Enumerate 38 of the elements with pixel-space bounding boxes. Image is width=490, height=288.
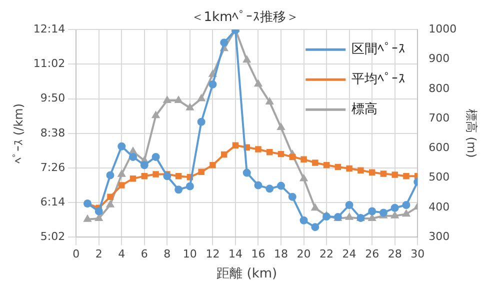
y2-tick-label: 600 [428, 141, 450, 154]
x-tick-label: 16 [251, 248, 266, 261]
x-tick-label: 26 [365, 248, 380, 261]
x-tick-label: 24 [342, 248, 356, 261]
y2-tick-label: 300 [428, 230, 450, 244]
x-tick-label: 8 [164, 248, 171, 261]
x-tick-label: 4 [118, 248, 126, 261]
x-tick-label: 0 [72, 248, 80, 261]
x-tick-label: 18 [274, 248, 288, 261]
x-tick-label: 10 [182, 248, 197, 261]
legend-label: 区間ﾍﾟｰｽ [352, 42, 406, 57]
x-tick-label: 20 [296, 248, 311, 261]
y-tick-label: 11:02 [33, 57, 66, 70]
chart-title: ＜1kmﾍﾟｰｽ推移＞ [190, 10, 300, 26]
y-tick-label: 7:26 [40, 160, 66, 174]
y2-tick-label: 900 [428, 52, 450, 66]
x-tick-label: 30 [410, 248, 425, 261]
x-axis-title: 距離 (km) [216, 266, 278, 282]
y2-tick-label: 400 [428, 200, 450, 214]
x-tick-label: 14 [228, 248, 242, 261]
x-tick-label: 6 [140, 248, 148, 261]
y2-axis-title: 標高 (m) [464, 108, 479, 158]
y-tick-label: 12:14 [33, 22, 66, 36]
x-tick-label: 28 [388, 248, 402, 261]
y2-tick-label: 1000 [428, 22, 457, 36]
y2-tick-label: 800 [428, 82, 450, 95]
x-tick-label: 2 [95, 248, 102, 261]
y-axis-title: ﾍﾟｰｽ (/km) [11, 103, 26, 164]
y2-tick-label: 500 [428, 170, 450, 184]
x-tick-label: 12 [206, 248, 220, 261]
y-tick-label: 8:38 [40, 126, 66, 140]
y-tick-label: 9:50 [40, 92, 66, 105]
legend-label: 標高 [352, 100, 378, 117]
y-tick-label: 6:14 [40, 195, 66, 208]
x-tick-label: 22 [320, 248, 334, 261]
legend-label: 平均ﾍﾟｰｽ [352, 72, 406, 87]
y-tick-label: 5:02 [40, 230, 66, 244]
y2-tick-label: 700 [428, 111, 450, 124]
